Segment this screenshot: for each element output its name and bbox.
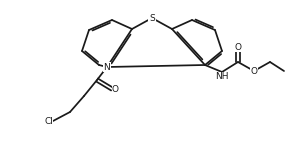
Text: O: O xyxy=(251,67,257,76)
Text: S: S xyxy=(149,13,155,23)
Text: N: N xyxy=(104,63,110,72)
Text: NH: NH xyxy=(215,72,229,81)
Text: Cl: Cl xyxy=(44,116,53,125)
Text: O: O xyxy=(112,84,119,93)
Text: O: O xyxy=(234,43,242,52)
